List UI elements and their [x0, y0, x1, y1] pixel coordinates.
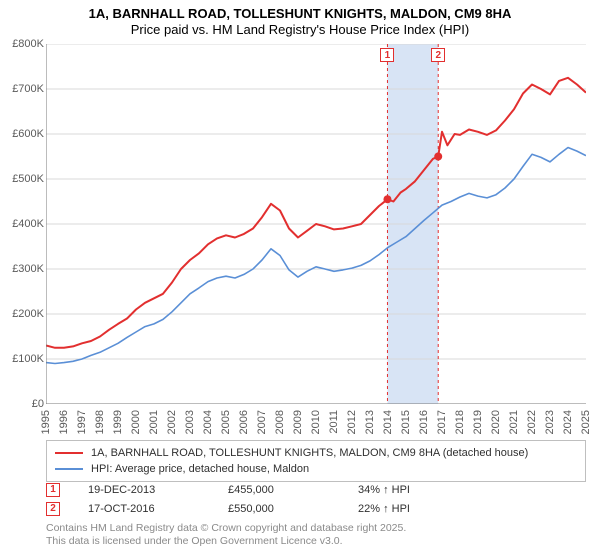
title-line-1: 1A, BARNHALL ROAD, TOLLESHUNT KNIGHTS, M… [0, 6, 600, 22]
sale-row-2: 2 17-OCT-2016 £550,000 22% ↑ HPI [46, 499, 586, 518]
x-tick-label: 2025 [580, 410, 592, 434]
x-tick-label: 2001 [148, 410, 160, 434]
sale-marker-1: 1 [46, 483, 60, 497]
x-tick-label: 2014 [382, 410, 394, 434]
legend-label-property: 1A, BARNHALL ROAD, TOLLESHUNT KNIGHTS, M… [91, 447, 528, 459]
sale-price-2: £550,000 [228, 503, 358, 515]
x-tick-label: 2015 [400, 410, 412, 434]
x-tick-label: 1999 [112, 410, 124, 434]
x-tick-label: 2023 [544, 410, 556, 434]
sale-date-1: 19-DEC-2013 [88, 484, 228, 496]
legend-item-property: 1A, BARNHALL ROAD, TOLLESHUNT KNIGHTS, M… [55, 445, 577, 461]
x-tick-label: 2003 [184, 410, 196, 434]
footnote-line-1: Contains HM Land Registry data © Crown c… [46, 522, 586, 535]
legend-swatch-hpi [55, 468, 83, 470]
sale-records: 1 19-DEC-2013 £455,000 34% ↑ HPI 2 17-OC… [46, 480, 586, 518]
x-tick-label: 2009 [292, 410, 304, 434]
y-tick-label: £800K [2, 38, 44, 50]
sale-hpi-1: 34% ↑ HPI [358, 484, 478, 496]
chart-container: 1A, BARNHALL ROAD, TOLLESHUNT KNIGHTS, M… [0, 0, 600, 560]
y-tick-label: £600K [2, 128, 44, 140]
x-tick-label: 2002 [166, 410, 178, 434]
legend: 1A, BARNHALL ROAD, TOLLESHUNT KNIGHTS, M… [46, 440, 586, 482]
sale-row-1: 1 19-DEC-2013 £455,000 34% ↑ HPI [46, 480, 586, 499]
y-tick-label: £400K [2, 218, 44, 230]
sale-hpi-2: 22% ↑ HPI [358, 503, 478, 515]
x-tick-label: 2021 [508, 410, 520, 434]
x-tick-label: 2024 [562, 410, 574, 434]
x-tick-label: 2006 [238, 410, 250, 434]
x-tick-label: 2017 [436, 410, 448, 434]
x-tick-label: 1996 [58, 410, 70, 434]
x-tick-label: 2011 [328, 410, 340, 434]
x-tick-label: 1998 [94, 410, 106, 434]
y-tick-label: £200K [2, 308, 44, 320]
x-tick-label: 2018 [454, 410, 466, 434]
x-tick-label: 2013 [364, 410, 376, 434]
y-tick-label: £0 [2, 398, 44, 410]
chart-plot-area [46, 44, 586, 404]
x-tick-label: 1995 [40, 410, 52, 434]
x-tick-label: 2005 [220, 410, 232, 434]
y-tick-label: £700K [2, 83, 44, 95]
legend-label-hpi: HPI: Average price, detached house, Mald… [91, 463, 309, 475]
x-tick-label: 2012 [346, 410, 358, 434]
legend-swatch-property [55, 452, 83, 455]
x-tick-label: 1997 [76, 410, 88, 434]
y-tick-label: £100K [2, 353, 44, 365]
x-tick-label: 2020 [490, 410, 502, 434]
chart-title: 1A, BARNHALL ROAD, TOLLESHUNT KNIGHTS, M… [0, 0, 600, 39]
x-tick-label: 2019 [472, 410, 484, 434]
y-tick-label: £500K [2, 173, 44, 185]
x-tick-label: 2000 [130, 410, 142, 434]
footnote: Contains HM Land Registry data © Crown c… [46, 522, 586, 548]
chart-sale-marker: 2 [431, 48, 445, 62]
x-tick-label: 2008 [274, 410, 286, 434]
x-tick-label: 2007 [256, 410, 268, 434]
sale-date-2: 17-OCT-2016 [88, 503, 228, 515]
sale-marker-2: 2 [46, 502, 60, 516]
x-tick-label: 2004 [202, 410, 214, 434]
chart-sale-marker: 1 [380, 48, 394, 62]
chart-svg [46, 44, 586, 404]
x-tick-label: 2010 [310, 410, 322, 434]
footnote-line-2: This data is licensed under the Open Gov… [46, 535, 586, 548]
sale-price-1: £455,000 [228, 484, 358, 496]
x-tick-label: 2022 [526, 410, 538, 434]
title-line-2: Price paid vs. HM Land Registry's House … [0, 22, 600, 38]
legend-item-hpi: HPI: Average price, detached house, Mald… [55, 461, 577, 477]
y-tick-label: £300K [2, 263, 44, 275]
x-tick-label: 2016 [418, 410, 430, 434]
